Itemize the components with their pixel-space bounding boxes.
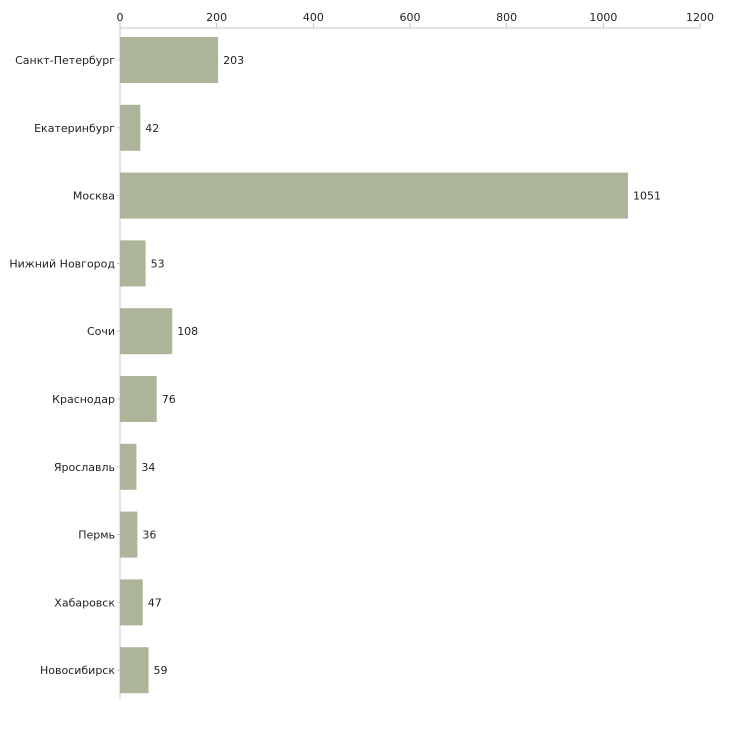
value-label: 53 xyxy=(151,257,165,270)
category-label: Пермь xyxy=(78,529,115,542)
category-label: Сочи xyxy=(87,325,115,338)
category-label: Москва xyxy=(73,190,115,203)
x-tick-label: 400 xyxy=(303,11,324,24)
value-label: 203 xyxy=(223,54,244,67)
x-tick-label: 1000 xyxy=(589,11,617,24)
category-label: Нижний Новгород xyxy=(9,257,115,270)
axis-layer: 0 200 400 600 800 1000 1200 xyxy=(117,11,714,700)
label-layer: Санкт-Петербург 203 Екатеринбург 42 Москва 10… xyxy=(9,54,661,677)
bar xyxy=(120,240,146,287)
bar xyxy=(120,579,143,626)
bar xyxy=(120,376,157,422)
value-label: 1051 xyxy=(633,190,661,203)
value-label: 108 xyxy=(177,325,198,338)
value-label: 47 xyxy=(148,596,162,609)
bar xyxy=(120,647,149,694)
x-tick-label: 1200 xyxy=(686,11,714,24)
bar xyxy=(120,172,628,219)
value-label: 76 xyxy=(162,393,176,406)
value-label: 36 xyxy=(142,529,156,542)
category-label: Новосибирск xyxy=(40,664,115,677)
category-label: Ярославль xyxy=(54,461,115,474)
x-tick-label: 600 xyxy=(400,11,421,24)
bar xyxy=(120,104,141,151)
x-tick-label: 200 xyxy=(206,11,227,24)
bar xyxy=(120,37,219,83)
x-tick-label: 800 xyxy=(496,11,517,24)
bar-layer xyxy=(120,37,628,694)
value-label: 59 xyxy=(154,664,168,677)
bar xyxy=(120,308,173,355)
category-label: Краснодар xyxy=(52,393,115,406)
value-label: 34 xyxy=(141,461,155,474)
bar xyxy=(120,511,138,558)
category-label: Хабаровск xyxy=(54,596,115,609)
category-label: Екатеринбург xyxy=(34,122,115,135)
value-label: 42 xyxy=(145,122,159,135)
category-label: Санкт-Петербург xyxy=(15,54,115,67)
bar xyxy=(120,443,137,490)
x-tick-label: 0 xyxy=(117,11,124,24)
